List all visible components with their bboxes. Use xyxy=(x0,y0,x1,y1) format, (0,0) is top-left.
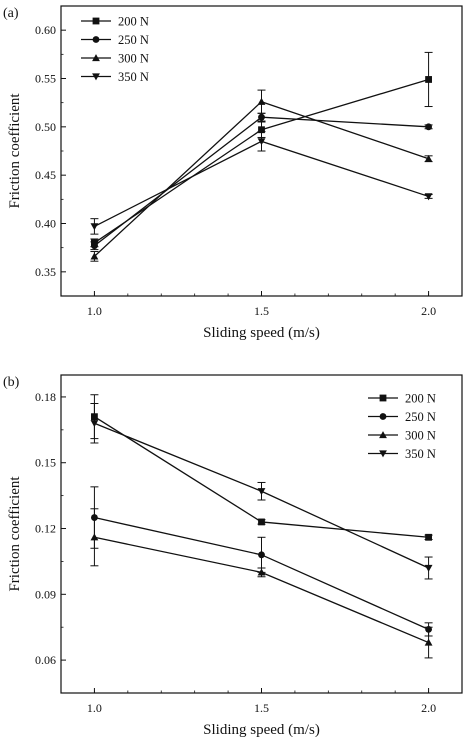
data-point xyxy=(424,564,433,572)
data-point xyxy=(257,138,266,146)
series-350-n xyxy=(90,403,433,580)
legend-marker xyxy=(379,431,387,439)
data-point xyxy=(90,223,99,231)
data-point xyxy=(258,551,265,559)
legend-label: 350 N xyxy=(118,70,149,84)
series-350-n xyxy=(90,131,433,235)
x-tick-label: 2.0 xyxy=(421,304,436,318)
legend-marker xyxy=(92,54,100,62)
y-tick-label: 0.09 xyxy=(35,587,56,601)
data-point xyxy=(424,638,433,646)
data-point xyxy=(425,123,432,131)
data-point xyxy=(424,154,433,162)
y-tick-label: 0.60 xyxy=(35,23,56,37)
legend: 200 N 250 N 300 N 350 N xyxy=(368,392,436,461)
y-tick-label: 0.55 xyxy=(35,72,56,86)
y-tick-label: 0.15 xyxy=(35,456,56,470)
x-axis-title: Sliding speed (m/s) xyxy=(203,722,320,737)
legend-label: 200 N xyxy=(118,15,149,29)
chart-panel-a: (a) 1.0 1.5 2.0 0.35 0.40 0.45 0.50 0.55 0.60 Slid… xyxy=(3,5,463,341)
y-tick-label: 0.45 xyxy=(35,168,56,182)
plot-frame xyxy=(60,374,463,694)
series-250-n xyxy=(90,486,433,637)
panel-label: (b) xyxy=(3,375,20,390)
chart-panel-b: (b) 1.0 1.5 2.0 0.06 0.09 0.12 0.15 0.18 Sliding … xyxy=(3,374,463,737)
y-tick-label: 0.06 xyxy=(35,653,56,667)
x-tick-label: 2.0 xyxy=(421,701,436,715)
x-tick-label: 1.5 xyxy=(254,701,269,715)
data-point xyxy=(90,420,99,428)
legend: 200 N 250 N 300 N 350 N xyxy=(81,15,149,84)
legend-label: 350 N xyxy=(405,447,436,461)
legend-marker xyxy=(379,394,387,402)
legend-marker xyxy=(379,450,387,458)
panel-label: (a) xyxy=(3,6,19,21)
x-tick-label: 1.0 xyxy=(87,701,102,715)
y-tick-label: 0.35 xyxy=(35,265,56,279)
x-tick-label: 1.0 xyxy=(87,304,102,318)
legend-marker xyxy=(92,36,100,43)
legend-label: 200 N xyxy=(405,392,436,406)
data-point xyxy=(425,76,432,83)
series-line xyxy=(94,140,429,227)
x-tick-label: 1.5 xyxy=(254,304,269,318)
y-tick-label: 0.40 xyxy=(35,217,56,231)
legend-label: 300 N xyxy=(118,52,149,66)
data-point xyxy=(258,126,265,134)
y-axis-title: Friction coefficient xyxy=(7,93,23,209)
data-point xyxy=(425,533,432,541)
legend-label: 300 N xyxy=(405,429,436,443)
y-tick-label: 0.12 xyxy=(35,522,56,536)
data-point xyxy=(424,193,433,201)
y-axis-title: Friction coefficient xyxy=(7,476,23,592)
legend-label: 250 N xyxy=(405,410,436,424)
series-300-n xyxy=(90,508,433,659)
y-tick-label: 0.18 xyxy=(35,390,56,404)
data-point xyxy=(91,242,98,250)
data-point xyxy=(257,488,266,496)
data-point xyxy=(257,568,266,576)
legend-label: 250 N xyxy=(118,33,149,47)
legend-marker xyxy=(379,413,387,420)
y-tick-label: 0.50 xyxy=(35,120,56,134)
data-point xyxy=(258,113,265,121)
x-axis-title: Sliding speed (m/s) xyxy=(203,325,320,341)
series-300-n xyxy=(90,89,433,262)
data-point xyxy=(257,97,266,105)
data-point xyxy=(258,518,265,526)
data-point xyxy=(90,533,99,541)
series-250-n xyxy=(90,112,433,251)
data-point xyxy=(90,252,99,260)
legend-marker xyxy=(92,73,100,81)
legend-marker xyxy=(92,17,100,25)
